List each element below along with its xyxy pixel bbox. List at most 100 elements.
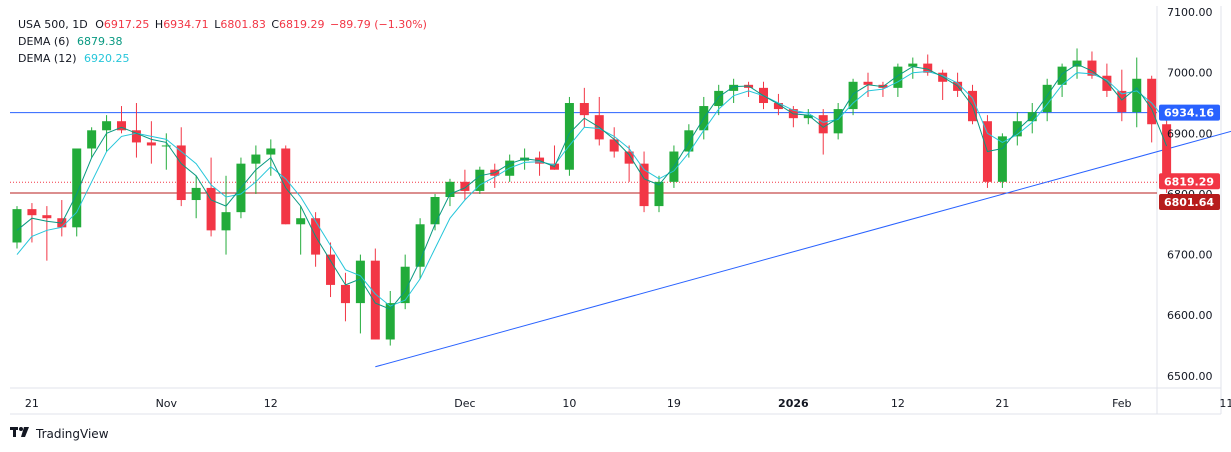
candle-body[interactable] [908, 63, 918, 67]
high-value: 6934.71 [163, 18, 209, 31]
tradingview-brand[interactable]: TradingView [10, 426, 109, 441]
candle-body[interactable] [475, 169, 485, 191]
candle-body[interactable] [1087, 60, 1097, 76]
candle-body[interactable] [564, 103, 574, 170]
dema6-label[interactable]: DEMA (6) [18, 35, 70, 48]
dema6-row[interactable]: DEMA (6) 6879.38 [18, 33, 429, 50]
candle-body[interactable] [266, 148, 276, 155]
y-tick-label: 7000.00 [1167, 67, 1213, 80]
candle-body[interactable] [1102, 75, 1112, 91]
price-tag-label: 6801.64 [1164, 196, 1214, 209]
open-value: 6917.25 [103, 18, 150, 31]
candle-body[interactable] [1042, 84, 1052, 113]
candle-body[interactable] [1147, 78, 1157, 125]
close-value: 6819.29 [279, 18, 325, 31]
trendline[interactable] [375, 112, 1231, 368]
dema6-value: 6879.38 [77, 35, 123, 48]
y-tick-label: 6700.00 [1167, 249, 1213, 262]
x-tick-label: Dec [454, 397, 475, 410]
symbol-name[interactable]: USA 500 [18, 18, 66, 31]
x-tick-label: 21 [25, 397, 39, 410]
x-tick-label: Nov [156, 397, 178, 410]
candle-body[interactable] [72, 148, 82, 228]
candle-body[interactable] [460, 181, 470, 191]
candle-body[interactable] [27, 209, 37, 216]
candle-body[interactable] [281, 148, 291, 225]
candle-body[interactable] [221, 212, 231, 231]
candle-body[interactable] [161, 145, 171, 147]
candle-body[interactable] [326, 254, 336, 285]
candle-body[interactable] [1072, 60, 1082, 67]
candle-body[interactable] [848, 81, 858, 110]
ohlc-row: USA 500, 1D O6917.25 H6934.71 L6801.83 C… [18, 16, 429, 33]
candle-body[interactable] [355, 260, 365, 304]
candle-body[interactable] [430, 197, 440, 225]
price-tag [1159, 193, 1220, 210]
candle-body[interactable] [131, 130, 141, 143]
candle-body[interactable] [893, 66, 903, 88]
dema12-row[interactable]: DEMA (12) 6920.25 [18, 50, 429, 67]
candle-body[interactable] [803, 115, 813, 119]
candle-body[interactable] [42, 215, 52, 219]
candle-body[interactable] [729, 84, 739, 91]
price-tag-label: 6819.29 [1164, 175, 1214, 188]
candle-body[interactable] [296, 218, 306, 225]
x-tick-label: 12 [264, 397, 278, 410]
candle-body[interactable] [1117, 90, 1127, 113]
high-key: H [154, 18, 164, 31]
change-value: −89.79 (−1.30%) [330, 18, 427, 31]
candle-body[interactable] [340, 284, 350, 304]
candle-body[interactable] [997, 136, 1007, 182]
candle-body[interactable] [251, 154, 261, 164]
dema12-label[interactable]: DEMA (12) [18, 52, 77, 65]
x-tick-label: Feb [1112, 397, 1131, 410]
symbol-label[interactable]: USA 500, 1D [18, 18, 88, 31]
tradingview-logo-icon [10, 426, 32, 441]
candle-body[interactable] [400, 266, 410, 304]
dema12-line[interactable] [16, 70, 1167, 307]
candle-body[interactable] [102, 121, 112, 131]
candle-body[interactable] [833, 109, 843, 134]
candle-body[interactable] [415, 224, 425, 267]
candle-body[interactable] [639, 163, 649, 207]
candle-body[interactable] [370, 260, 380, 340]
candle-body[interactable] [385, 303, 395, 340]
candle-body[interactable] [654, 181, 664, 207]
y-tick-label: 7100.00 [1167, 6, 1213, 19]
candle-body[interactable] [818, 115, 828, 134]
candle-body[interactable] [923, 63, 933, 73]
candle-body[interactable] [863, 81, 873, 85]
candle-body[interactable] [146, 142, 156, 146]
candle-body[interactable] [191, 187, 201, 201]
candle-body[interactable] [624, 151, 634, 164]
candle-body[interactable] [176, 145, 186, 201]
candle-body[interactable] [87, 130, 97, 149]
candle-body[interactable] [117, 121, 127, 131]
candle-body[interactable] [1162, 124, 1172, 183]
candle-body[interactable] [12, 209, 22, 243]
y-tick-label: 6500.00 [1167, 370, 1213, 383]
y-tick-label: 6600.00 [1167, 309, 1213, 322]
candle-body[interactable] [579, 103, 589, 116]
low-key: L [214, 18, 221, 31]
candle-body[interactable] [1132, 78, 1142, 113]
candle-body[interactable] [1057, 66, 1067, 85]
candle-body[interactable] [609, 139, 619, 152]
interval-label[interactable]: 1D [72, 18, 88, 31]
close-key: C [271, 18, 280, 31]
y-tick-label: 6900.00 [1167, 127, 1213, 140]
dema6-line[interactable] [16, 63, 1168, 310]
x-tick-label: 19 [667, 397, 681, 410]
candle-body[interactable] [684, 130, 694, 152]
candle-body[interactable] [1012, 121, 1022, 137]
tradingview-name: TradingView [36, 426, 109, 441]
candle-body[interactable] [714, 90, 724, 107]
candle-body[interactable] [773, 103, 783, 110]
candle-body[interactable] [445, 181, 455, 197]
open-key: O [95, 18, 104, 31]
price-tag-label: 6934.16 [1164, 107, 1214, 120]
candle-body[interactable] [206, 187, 216, 231]
